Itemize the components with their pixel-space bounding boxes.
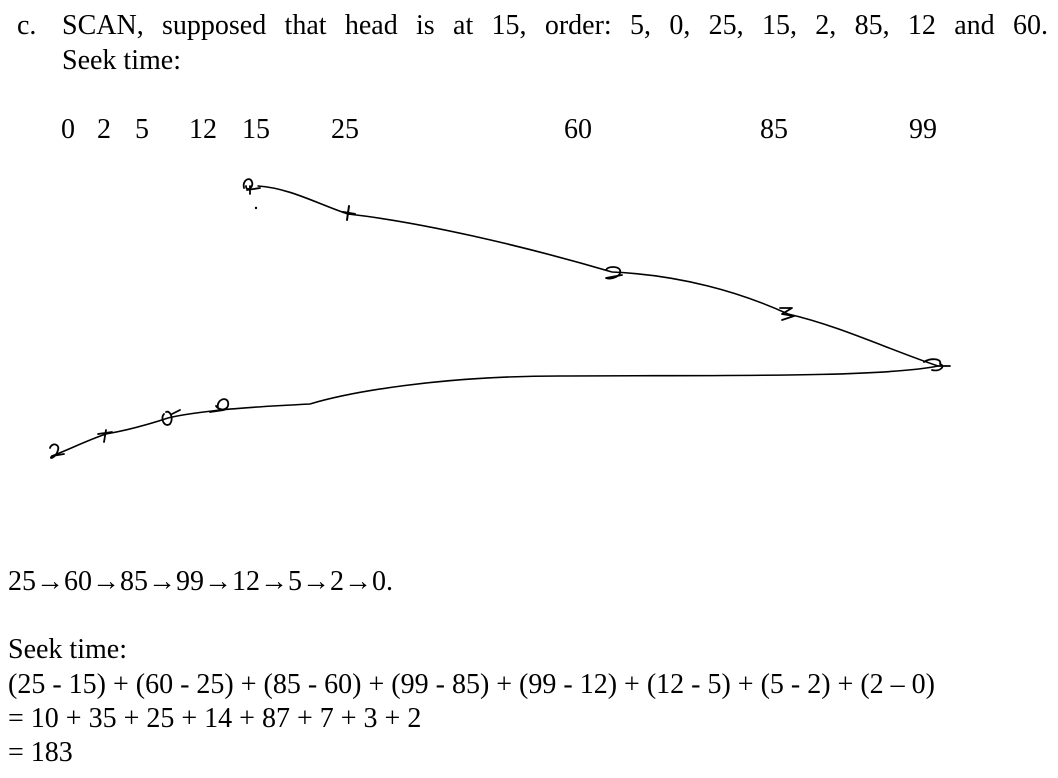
service-order: 25→60→85→99→12→5→2→0.	[8, 566, 393, 597]
scan-path-sketch	[49, 178, 951, 459]
seek-time-total: = 183	[8, 737, 73, 768]
axis-label-99: 99	[909, 114, 937, 145]
seek-time-formula: (25 - 15) + (60 - 25) + (85 - 60) + (99 …	[8, 669, 935, 700]
axis-label-25: 25	[331, 114, 359, 145]
scribble-mark-12	[209, 398, 230, 413]
scribble-mark-2	[97, 429, 113, 443]
question-label: c.	[17, 10, 37, 41]
axis-label-12: 12	[189, 114, 217, 145]
scribble-mark-15	[242, 178, 261, 195]
scribble-mark-5	[161, 409, 181, 426]
seek-time-sum: = 10 + 35 + 25 + 14 + 87 + 7 + 3 + 2	[8, 703, 422, 734]
scribble-mark-25	[342, 205, 356, 221]
scribble-mark-0	[49, 443, 65, 459]
seek-time-title: Seek time:	[8, 634, 127, 665]
question-seek-time: Seek time:	[62, 45, 181, 76]
axis-label-2: 2	[97, 114, 111, 145]
start-dot	[254, 206, 258, 210]
cylinder-axis-labels: 0 2 5 12 15 25 60 85 99	[0, 114, 1058, 146]
axis-label-60: 60	[564, 114, 592, 145]
axis-label-5: 5	[135, 114, 149, 145]
scribble-mark-60	[605, 266, 623, 280]
scribble-mark-85	[779, 307, 795, 321]
axis-label-85: 85	[760, 114, 788, 145]
axis-label-15: 15	[242, 114, 270, 145]
scan-path-line	[51, 185, 939, 457]
axis-label-0: 0	[61, 114, 75, 145]
scribble-mark-99	[923, 358, 951, 372]
question-text: SCAN, supposed that head is at 15, order…	[62, 10, 1048, 41]
